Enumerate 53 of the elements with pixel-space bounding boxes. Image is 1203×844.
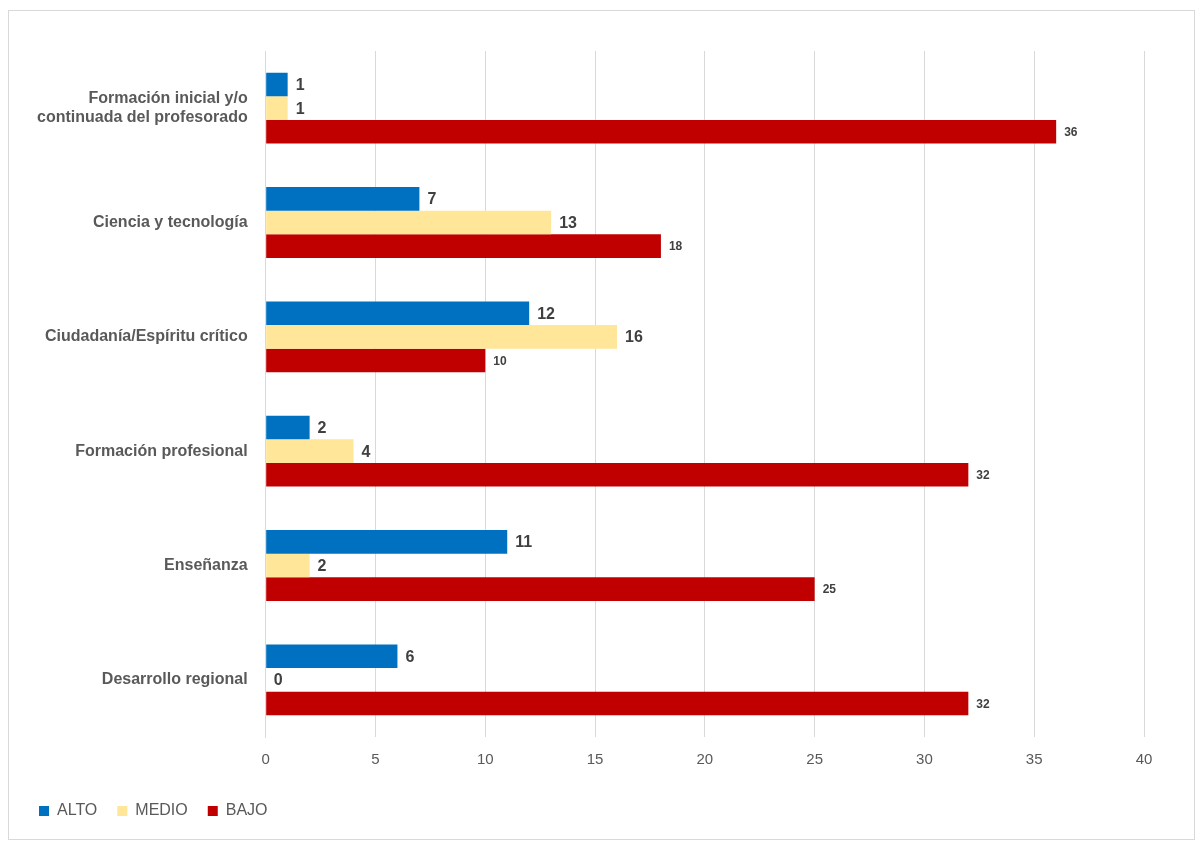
data-label: 0 [273,671,283,689]
bar [266,462,969,487]
bar [266,96,288,120]
x-tick-label: 25 [806,750,823,768]
y-tick-label: Formación profesional [75,441,248,459]
y-tick-label: Ciencia y tecnología [92,212,248,230]
data-label: 36 [1064,125,1078,140]
x-tick-label: 20 [696,750,714,768]
data-label: 1 [295,75,305,93]
y-tick-label: Formación inicial y/o continuada del profesorado [37,88,248,126]
legend-label: ALTO [57,801,98,819]
x-tick-label: 0 [261,750,270,768]
x-tick-label: 15 [586,750,604,768]
bar [266,530,508,554]
legend-label: BAJO [225,801,268,819]
bar [266,210,552,235]
data-label: 16 [625,328,643,346]
data-label: 10 [493,353,507,368]
data-label: 7 [427,190,437,208]
data-label: 13 [559,213,578,231]
bar [266,187,420,211]
x-tick-label: 35 [1025,750,1043,768]
bar [266,301,530,326]
data-label: 11 [515,533,533,551]
bar [266,553,310,578]
data-label: 2 [317,556,327,574]
bar [266,577,815,601]
x-tick-label: 30 [916,750,933,768]
data-label: 32 [976,468,991,483]
legend-label: MEDIO [135,801,188,819]
bar [266,348,486,373]
bar [266,72,288,97]
data-label: 1 [295,99,305,117]
data-label: 4 [361,442,371,460]
y-tick-label: Ciudadanía/Espíritu crítico [44,327,248,345]
x-tick-label: 10 [476,750,494,768]
bar [266,325,618,349]
x-tick-label: 40 [1135,750,1153,768]
y-tick-label: Enseñanza [164,555,248,573]
bar [266,691,969,716]
data-label: 32 [976,696,991,711]
data-label: 12 [537,304,556,322]
y-tick-label: Desarrollo regional [101,670,248,688]
bar [266,415,310,440]
bar [266,234,661,258]
bar [266,439,354,463]
data-label: 25 [822,582,837,597]
bar [266,119,1057,144]
data-label: 2 [317,418,327,436]
bar [266,644,398,669]
data-label: 18 [668,239,683,254]
data-label: 6 [405,647,415,665]
x-tick-label: 5 [371,750,380,768]
